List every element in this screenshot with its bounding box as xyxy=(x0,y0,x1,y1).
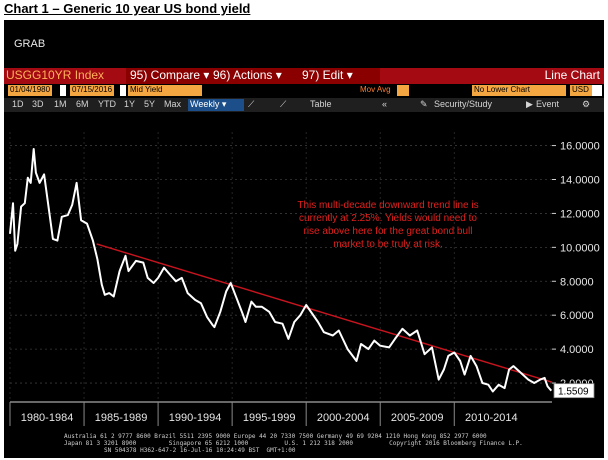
x-tick-label: 2000-2004 xyxy=(317,412,370,424)
scale-icon[interactable]: ⟋ xyxy=(280,99,287,109)
bloomberg-terminal: GRAB USGG10YR Index 95) Compare ▾ 96) Ac… xyxy=(4,20,604,458)
field-select[interactable]: Mid Yield xyxy=(128,85,202,96)
trend-line xyxy=(96,243,553,383)
x-tick-label: 2005-2009 xyxy=(391,412,444,424)
y-axis: 2.00004.00006.00008.000010.000012.000014… xyxy=(552,141,600,390)
compare-button[interactable]: 95) Compare ▾ xyxy=(126,68,210,84)
chart-caption: Chart 1 – Generic 10 year US bond yield xyxy=(4,1,251,16)
footer-line-2: Japan 81 3 3201 8900 Singapore 65 6212 1… xyxy=(64,440,523,447)
y-tick-label: 8.0000 xyxy=(560,276,594,288)
mov-avg-toggle[interactable] xyxy=(397,85,409,96)
y-tick-label: 14.0000 xyxy=(560,174,600,186)
gridlines xyxy=(9,132,552,400)
range-ytd[interactable]: YTD xyxy=(98,99,116,109)
range-1y[interactable]: 1Y xyxy=(124,99,136,109)
annotation-line: This multi-decade downward trend line is xyxy=(297,200,478,211)
footer-contacts: Australia 61 2 9777 8600 Brazil 5511 239… xyxy=(64,433,604,454)
edit-label: 97) Edit xyxy=(302,68,344,82)
range-toolbar: 1D 3D 1M 6M YTD 1Y 5Y Max Weekly ▾ ⟋ ⟋ T… xyxy=(4,98,604,112)
command-bar: USGG10YR Index 95) Compare ▾ 96) Actions… xyxy=(4,68,604,84)
footer-line-3: SN 504378 H362-647-2 16-Jul-16 10:24:49 … xyxy=(104,447,296,454)
settings-row: 01/04/1980 07/15/2016 Mid Yield Mov Avg … xyxy=(4,85,604,97)
y-tick-label: 4.0000 xyxy=(560,344,594,356)
edit-study-icon[interactable]: ✎ xyxy=(420,99,428,109)
chart-area: 2.00004.00006.00008.000010.000012.000014… xyxy=(9,132,600,426)
frequency-label: Weekly xyxy=(190,99,220,109)
actions-dropdown-icon: ▾ xyxy=(275,68,282,82)
actions-label: 96) Actions xyxy=(213,68,273,82)
annotation-line: rise above here for the great bond bull xyxy=(304,226,473,237)
y-tick-label: 6.0000 xyxy=(560,310,594,322)
x-axis: 1980-1984 1985-1989 1990-1994 1995-1999 2000… xyxy=(9,401,552,426)
event-button[interactable]: Event xyxy=(536,99,560,109)
grab-label: GRAB xyxy=(14,38,46,50)
date-separator xyxy=(60,85,66,96)
chart-type-icon[interactable]: ⟋ xyxy=(248,99,255,109)
last-value-box xyxy=(553,383,595,399)
edit-button[interactable]: 97) Edit ▾ xyxy=(298,68,380,84)
x-tick-label: 1990-1994 xyxy=(169,412,222,424)
range-1d[interactable]: 1D xyxy=(12,99,24,109)
mov-avg-label[interactable]: Mov Avg xyxy=(360,85,391,94)
ticker-field[interactable]: USGG10YR Index xyxy=(6,68,124,84)
currency-dropdown-icon[interactable] xyxy=(592,85,602,96)
yield-series-line xyxy=(9,148,553,393)
range-5y[interactable]: 5Y xyxy=(144,99,156,109)
frequency-dropdown-icon: ▾ xyxy=(221,99,227,109)
range-3d[interactable]: 3D xyxy=(32,99,44,109)
last-value-tag: 1.5509 xyxy=(553,383,595,399)
compare-label: 95) Compare xyxy=(130,68,201,82)
end-date-field[interactable]: 07/15/2016 xyxy=(70,85,115,96)
event-icon[interactable]: ▶ xyxy=(526,99,533,109)
y-tick-label: 12.0000 xyxy=(560,208,600,220)
last-value-label: 1.5509 xyxy=(558,387,589,398)
actions-button[interactable]: 96) Actions ▾ xyxy=(209,68,299,84)
y-tick-label: 16.0000 xyxy=(560,141,600,153)
line-chart-label: Line Chart xyxy=(544,68,600,82)
start-date-field[interactable]: 01/04/1980 xyxy=(8,85,53,96)
gear-icon[interactable]: ⚙ xyxy=(582,99,591,109)
frequency-select[interactable]: Weekly ▾ xyxy=(188,99,244,111)
edit-dropdown-icon: ▾ xyxy=(346,68,353,82)
range-1m[interactable]: 1M xyxy=(54,99,67,109)
compare-dropdown-icon: ▾ xyxy=(203,68,210,82)
calendar-icon[interactable] xyxy=(120,85,126,96)
trend-annotation: This multi-decade downward trend line is… xyxy=(297,200,478,250)
lower-chart-select[interactable]: No Lower Chart xyxy=(472,85,566,96)
x-tick-label: 2010-2014 xyxy=(465,412,518,424)
x-tick-label: 1980-1984 xyxy=(21,412,74,424)
range-6m[interactable]: 6M xyxy=(76,99,89,109)
y-tick-label: 10.0000 xyxy=(560,242,600,254)
x-tick-label: 1985-1989 xyxy=(95,412,148,424)
collapse-icon[interactable]: « xyxy=(382,99,388,109)
annotation-line: currently at 2.25%. Yields would need to xyxy=(299,213,477,224)
security-study-button[interactable]: Security/Study xyxy=(434,99,493,109)
currency-select[interactable]: USD xyxy=(570,85,592,96)
footer-line-1: Australia 61 2 9777 8600 Brazil 5511 239… xyxy=(64,433,487,440)
range-max[interactable]: Max xyxy=(164,99,182,109)
annotation-line: market to be truly at risk. xyxy=(333,239,442,250)
table-button[interactable]: Table xyxy=(310,99,332,109)
x-tick-label: 1995-1999 xyxy=(243,412,296,424)
